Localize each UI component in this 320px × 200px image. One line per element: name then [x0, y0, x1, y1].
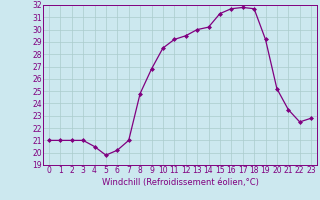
X-axis label: Windchill (Refroidissement éolien,°C): Windchill (Refroidissement éolien,°C) [101, 178, 259, 187]
